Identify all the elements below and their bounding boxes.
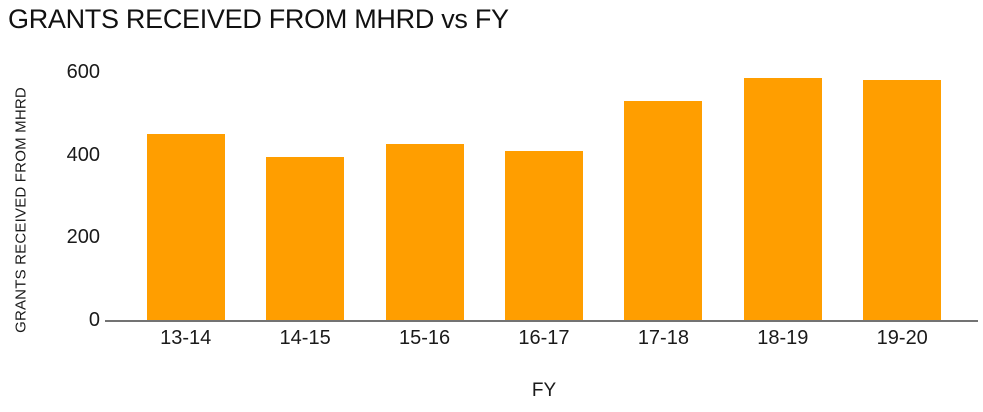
- x-axis-line: [105, 320, 978, 322]
- bar-band: [843, 72, 962, 320]
- bar-band: [723, 72, 842, 320]
- chart-title: GRANTS RECEIVED FROM MHRD vs FY: [8, 4, 509, 34]
- bar-band: [126, 72, 245, 320]
- x-axis-tick-labels: 13-14 14-15 15-16 16-17 17-18 18-19 19-20: [105, 327, 978, 349]
- bar-14-15: [266, 156, 345, 320]
- bar-band: [484, 72, 603, 320]
- bars-container: [126, 72, 962, 320]
- bar-band: [245, 72, 364, 320]
- bar-18-19: [743, 78, 822, 320]
- plot-area: [105, 72, 978, 322]
- bar-band: [604, 72, 723, 320]
- bar-band: [365, 72, 484, 320]
- x-tick-label: 13-14: [160, 327, 212, 349]
- x-tick-label: 18-19: [757, 327, 809, 349]
- bar-15-16: [385, 144, 464, 320]
- y-axis-tick-labels: 0 200 400 600: [30, 62, 100, 330]
- y-tick-label: 400: [66, 143, 100, 166]
- x-tick-label: 14-15: [279, 327, 331, 349]
- y-tick-label: 0: [88, 309, 100, 331]
- bar-16-17: [504, 150, 583, 320]
- x-tick-label: 16-17: [518, 327, 570, 349]
- x-tick-label: 17-18: [637, 327, 689, 349]
- y-tick-label: 200: [66, 226, 100, 249]
- x-axis-title: FY: [531, 380, 557, 401]
- x-tick-label: 15-16: [398, 327, 451, 349]
- bar-17-18: [624, 100, 703, 320]
- y-tick-label: 600: [66, 61, 100, 83]
- y-axis-title: GRANTS RECEIVED FROM MHRD: [12, 87, 30, 333]
- x-tick-label: 19-20: [876, 327, 928, 349]
- bar-13-14: [146, 134, 225, 320]
- bar-19-20: [863, 80, 942, 320]
